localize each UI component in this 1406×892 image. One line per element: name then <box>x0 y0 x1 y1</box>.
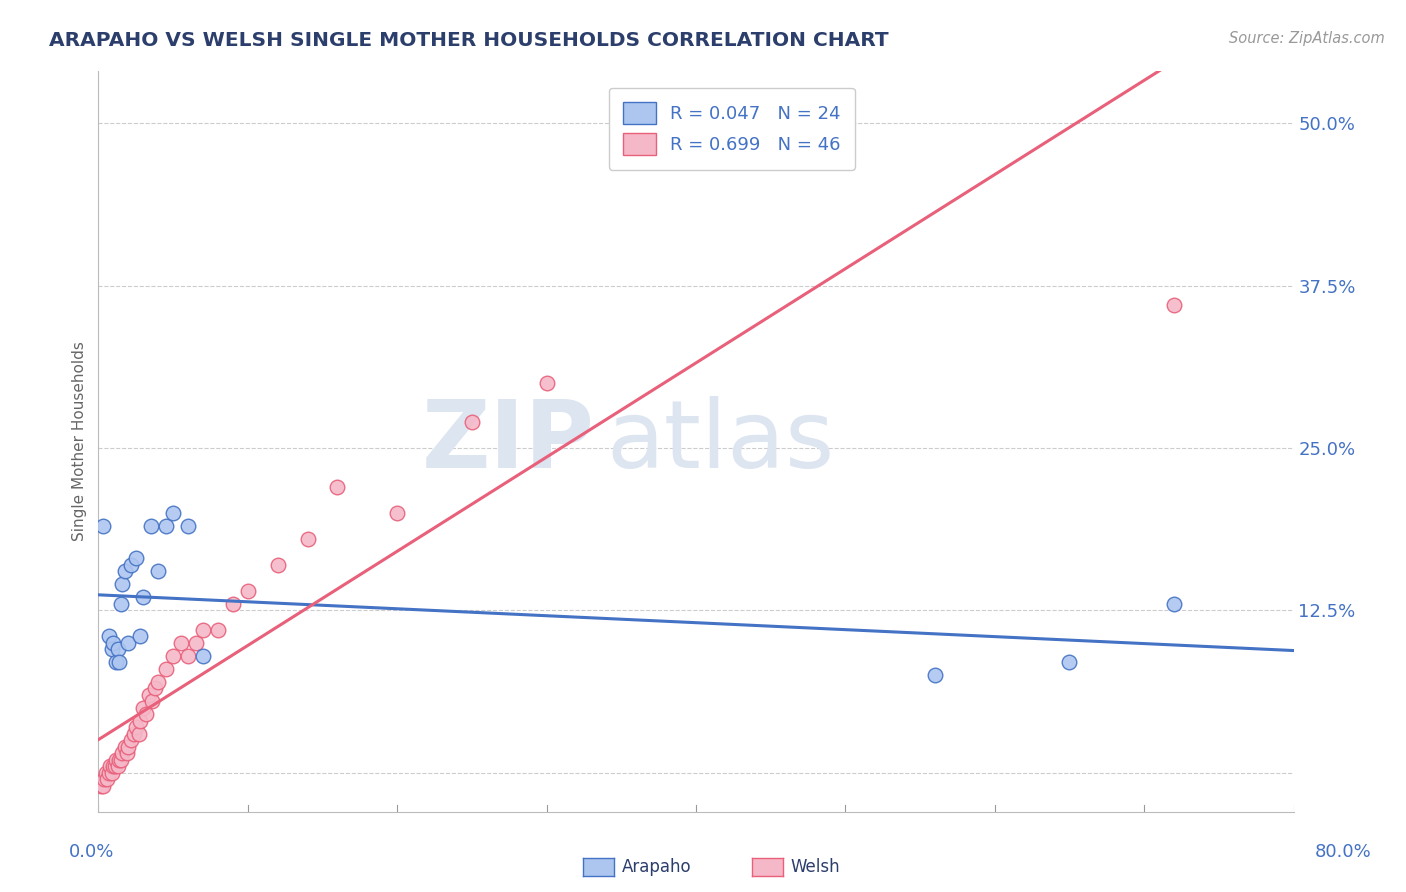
Point <box>461 415 484 429</box>
Point <box>184 636 207 650</box>
Point <box>924 668 946 682</box>
Point <box>108 656 131 670</box>
Text: ZIP: ZIP <box>422 395 595 488</box>
Point <box>98 759 122 773</box>
Text: 80.0%: 80.0% <box>1315 843 1371 861</box>
Legend: R = 0.047   N = 24, R = 0.699   N = 46: R = 0.047 N = 24, R = 0.699 N = 46 <box>609 87 855 169</box>
Point <box>148 674 170 689</box>
Text: Source: ZipAtlas.com: Source: ZipAtlas.com <box>1229 31 1385 46</box>
Point <box>124 727 146 741</box>
Text: Welsh: Welsh <box>790 858 839 876</box>
Point <box>90 779 112 793</box>
Point <box>135 707 157 722</box>
Point <box>101 765 124 780</box>
Point <box>125 551 148 566</box>
Point <box>148 565 170 579</box>
Point <box>114 739 136 754</box>
Point <box>91 779 114 793</box>
Point <box>834 116 856 130</box>
Point <box>125 720 148 734</box>
Point <box>132 591 155 605</box>
Point <box>103 759 125 773</box>
Point <box>169 636 191 650</box>
Point <box>132 701 155 715</box>
Point <box>111 577 134 591</box>
Point <box>94 765 117 780</box>
Point <box>207 623 229 637</box>
Point <box>91 519 114 533</box>
Point <box>93 772 115 787</box>
Point <box>1163 298 1185 312</box>
Point <box>222 597 245 611</box>
Text: atlas: atlas <box>606 395 835 488</box>
Text: ARAPAHO VS WELSH SINGLE MOTHER HOUSEHOLDS CORRELATION CHART: ARAPAHO VS WELSH SINGLE MOTHER HOUSEHOLD… <box>49 31 889 50</box>
Point <box>385 506 409 520</box>
Point <box>117 739 139 754</box>
Point <box>236 583 259 598</box>
Point <box>1163 597 1185 611</box>
Point <box>191 648 214 663</box>
Point <box>101 642 124 657</box>
Point <box>104 759 127 773</box>
Point <box>110 597 132 611</box>
Point <box>97 629 120 643</box>
Point <box>117 636 139 650</box>
Point <box>107 642 129 657</box>
Point <box>177 648 200 663</box>
Text: 0.0%: 0.0% <box>69 843 114 861</box>
Point <box>96 772 118 787</box>
Point <box>162 506 184 520</box>
Point <box>120 558 142 572</box>
Point <box>105 753 128 767</box>
Point <box>107 759 129 773</box>
Point <box>129 629 152 643</box>
Point <box>129 714 152 728</box>
Point <box>97 765 120 780</box>
Point <box>139 519 162 533</box>
Point <box>162 648 184 663</box>
Point <box>141 694 163 708</box>
Point <box>1059 656 1081 670</box>
Point <box>143 681 166 696</box>
Point <box>138 688 160 702</box>
Point <box>177 519 200 533</box>
Point <box>267 558 290 572</box>
Point <box>155 519 177 533</box>
Point <box>110 753 132 767</box>
Y-axis label: Single Mother Households: Single Mother Households <box>72 342 87 541</box>
Point <box>536 376 558 390</box>
Point <box>120 733 142 747</box>
Point <box>114 565 136 579</box>
Point <box>108 753 131 767</box>
Point <box>103 636 125 650</box>
Point <box>191 623 214 637</box>
Point <box>297 532 319 546</box>
Text: Arapaho: Arapaho <box>621 858 692 876</box>
Point <box>115 746 138 760</box>
Point <box>111 746 134 760</box>
Point <box>105 656 128 670</box>
Point <box>155 662 177 676</box>
Point <box>128 727 150 741</box>
Point <box>326 480 349 494</box>
